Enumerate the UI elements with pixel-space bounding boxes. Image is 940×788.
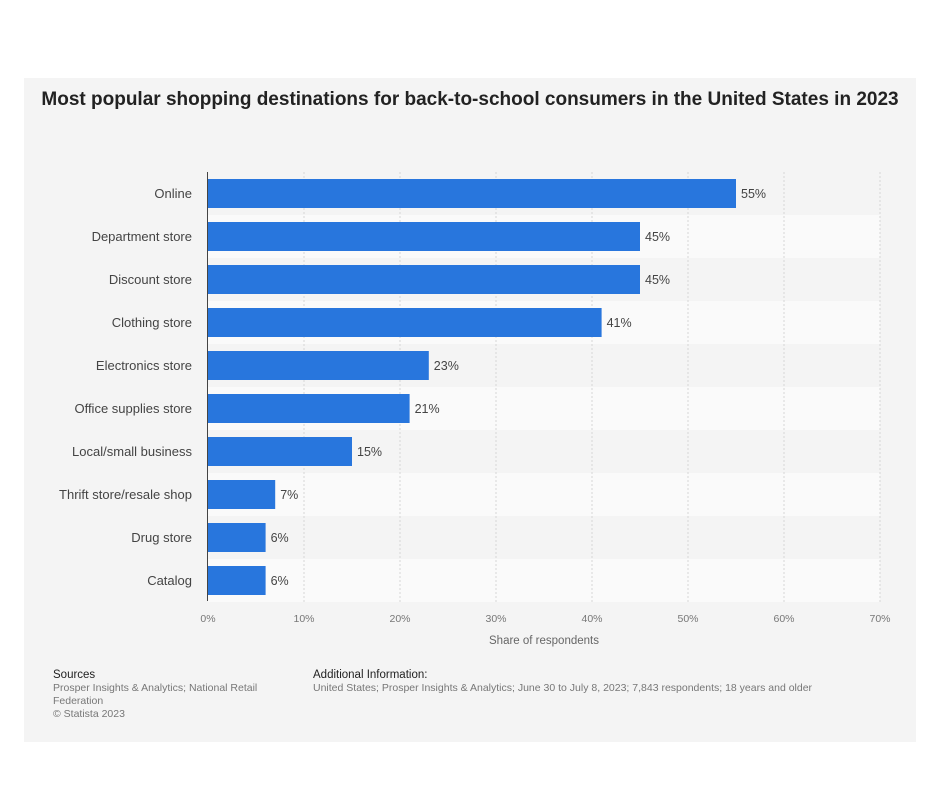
bar: [208, 222, 640, 251]
x-tick-label: 10%: [293, 613, 314, 625]
additional-info-block: Additional Information: United States; P…: [313, 668, 903, 695]
sources-text: Prosper Insights & Analytics; National R…: [53, 682, 258, 707]
bar: [208, 566, 266, 595]
row-band: [208, 473, 880, 516]
category-label: Catalog: [147, 573, 192, 588]
x-tick-label: 0%: [200, 613, 215, 625]
value-label: 21%: [415, 402, 440, 416]
category-label: Electronics store: [96, 358, 192, 373]
bar: [208, 394, 410, 423]
category-label: Office supplies store: [74, 401, 192, 416]
copyright-text: © Statista 2023: [53, 708, 125, 720]
category-label: Clothing store: [112, 315, 192, 330]
value-label: 7%: [280, 488, 298, 502]
value-label: 41%: [607, 316, 632, 330]
x-tick-label: 50%: [677, 613, 698, 625]
x-tick-label: 70%: [869, 613, 890, 625]
category-labels: Online Department store Discount store Clot…: [59, 186, 192, 588]
additional-info-heading: Additional Information:: [313, 669, 428, 681]
value-label: 45%: [645, 273, 670, 287]
value-labels: 55% 45% 45% 41% 23% 21% 15% 7% 6% 6%: [271, 187, 766, 588]
bar: [208, 265, 640, 294]
category-label: Department store: [92, 229, 192, 244]
bar: [208, 480, 276, 509]
value-label: 6%: [271, 574, 289, 588]
value-label: 15%: [357, 445, 382, 459]
category-label: Online: [154, 186, 192, 201]
row-band: [208, 559, 880, 602]
bars: [208, 179, 736, 595]
value-label: 23%: [434, 359, 459, 373]
x-tick-label: 30%: [485, 613, 506, 625]
bar: [208, 308, 602, 337]
sources-heading: Sources: [53, 669, 96, 681]
category-label: Drug store: [131, 530, 192, 545]
x-axis-label: Share of respondents: [489, 635, 599, 647]
x-tick-label: 20%: [389, 613, 410, 625]
additional-info-text: United States; Prosper Insights & Analyt…: [313, 682, 813, 694]
value-label: 55%: [741, 187, 766, 201]
chart-title: Most popular shopping destinations for b…: [41, 89, 899, 110]
category-label: Discount store: [109, 272, 192, 287]
bar: [208, 437, 352, 466]
value-label: 6%: [271, 531, 289, 545]
value-label: 45%: [645, 230, 670, 244]
sources-block: Sources Prosper Insights & Analytics; Na…: [53, 668, 293, 721]
category-label: Local/small business: [72, 444, 192, 459]
x-tick-label: 40%: [581, 613, 602, 625]
bar: [208, 179, 736, 208]
x-tick-labels: 0% 10% 20% 30% 40% 50% 60% 70%: [200, 613, 890, 625]
bar: [208, 351, 429, 380]
x-tick-label: 60%: [773, 613, 794, 625]
bar: [208, 523, 266, 552]
category-label: Thrift store/resale shop: [59, 487, 192, 502]
